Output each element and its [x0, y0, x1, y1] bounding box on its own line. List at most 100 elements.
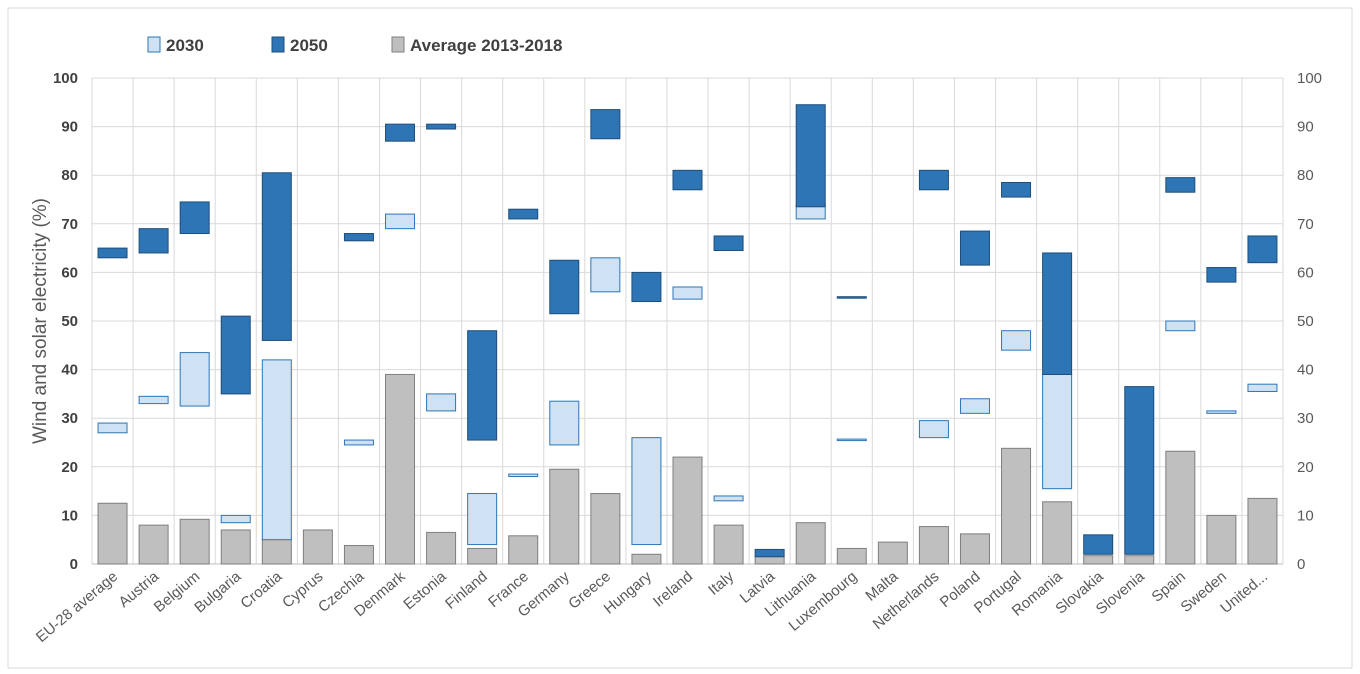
legend: 2030 2050 Average 2013-2018: [147, 36, 563, 55]
bar-average-bulgaria: [220, 529, 251, 565]
legend-swatch-average-2013-2018: [391, 36, 405, 53]
y-tick-label-left: 0: [70, 556, 78, 573]
y-tick-label-right: 70: [1297, 216, 1314, 233]
range-2030-portugal: [1001, 330, 1032, 351]
range-2050-latvia: [754, 548, 785, 558]
bar-average-hungary: [631, 553, 662, 565]
y-tick-label-left: 90: [61, 119, 78, 136]
y-tick-label-right: 50: [1297, 313, 1314, 330]
y-tick-label-right: 40: [1297, 362, 1314, 379]
range-2050-austria: [138, 228, 169, 254]
range-2030-belgium: [179, 352, 210, 407]
legend-label-2050: 2050: [290, 36, 328, 55]
range-2050-belgium: [179, 201, 210, 235]
range-2030-eu-28-average: [97, 422, 128, 434]
bar-average-denmark: [385, 373, 416, 565]
bar-average-sweden: [1206, 514, 1237, 565]
y-axis-left: 0 10 20 30 40 50 60 70 80 90 100: [53, 70, 78, 573]
bar-average-netherlands: [918, 526, 949, 565]
bar-average-slovenia: [1124, 555, 1155, 565]
range-2030-italy: [713, 495, 744, 502]
y-tick-label-left: 40: [61, 362, 78, 379]
y-tick-label-left: 60: [61, 264, 78, 281]
range-2030-austria: [138, 395, 169, 405]
y-tick-label-right: 10: [1297, 507, 1314, 524]
bar-average-finland: [467, 547, 498, 565]
range-2030-germany: [549, 400, 580, 446]
range-2050-germany: [549, 259, 580, 315]
bar-average-belgium: [179, 518, 210, 565]
range-2050-ireland: [672, 169, 703, 191]
bar-average-eu-28-average: [97, 502, 128, 565]
bar-average-portugal: [1001, 447, 1032, 565]
y-tick-label-left: 50: [61, 313, 78, 330]
y-tick-label-right: 0: [1297, 556, 1305, 573]
y-axis-title: Wind and solar electricity (%): [30, 198, 51, 444]
range-2050-denmark: [385, 123, 416, 142]
range-2050-finland: [467, 330, 498, 441]
bar-average-lithuania: [795, 522, 826, 565]
range-2050-romania: [1042, 252, 1073, 375]
range-2050-czechia: [343, 233, 374, 242]
chart-border: [7, 7, 1353, 669]
range-2030-estonia: [426, 393, 457, 412]
legend-swatch-2050: [271, 36, 285, 53]
y-tick-label-right: 60: [1297, 264, 1314, 281]
range-2050-bulgaria: [220, 315, 251, 395]
range-2050-luxembourg: [836, 296, 867, 299]
range-2050-portugal: [1001, 181, 1032, 198]
range-2050-estonia: [426, 123, 457, 130]
legend-swatch-2030: [147, 36, 161, 53]
range-2050-poland: [959, 230, 990, 266]
bar-average-spain: [1165, 450, 1196, 565]
range-2050-slovakia: [1083, 534, 1114, 555]
y-tick-label-left: 10: [61, 507, 78, 524]
range-2030-ireland: [672, 286, 703, 300]
range-2030-united: [1247, 383, 1278, 392]
range-2050-eu-28-average: [97, 247, 128, 259]
bar-average-slovakia: [1083, 555, 1114, 565]
bar-average-latvia: [754, 556, 785, 565]
bar-average-czechia: [343, 545, 374, 565]
bar-average-united: [1247, 497, 1278, 565]
y-tick-label-right: 20: [1297, 459, 1314, 476]
range-2030-hungary: [631, 437, 662, 546]
y-tick-label-left: 30: [61, 410, 78, 427]
y-tick-label-left: 80: [61, 167, 78, 184]
range-2050-greece: [590, 109, 621, 140]
bar-average-malta: [877, 541, 908, 565]
bar-average-croatia: [261, 538, 292, 565]
range-2030-netherlands: [918, 420, 949, 439]
bar-average-austria: [138, 524, 169, 565]
range-2030-france: [508, 473, 539, 478]
legend-label-2030: 2030: [166, 36, 204, 55]
range-2050-netherlands: [918, 169, 949, 191]
y-tick-label-left: 70: [61, 216, 78, 233]
range-2030-croatia: [261, 359, 292, 541]
bar-average-estonia: [426, 531, 457, 565]
bar-average-italy: [713, 524, 744, 565]
range-2050-slovenia: [1124, 386, 1155, 555]
y-tick-label-left: 20: [61, 459, 78, 476]
bar-average-greece: [590, 493, 621, 565]
legend-label-average-2013-2018: Average 2013-2018: [410, 36, 563, 55]
bar-average-luxembourg: [836, 547, 867, 565]
range-2030-czechia: [343, 439, 374, 446]
range-2030-finland: [467, 493, 498, 546]
range-2030-romania: [1042, 373, 1073, 490]
y-tick-label-right: 90: [1297, 119, 1314, 136]
range-2030-poland: [959, 398, 990, 414]
y-tick-label-right: 30: [1297, 410, 1314, 427]
bar-average-germany: [549, 468, 580, 565]
range-2030-denmark: [385, 213, 416, 230]
range-2050-hungary: [631, 271, 662, 303]
bar-average-cyprus: [302, 529, 333, 565]
range-2050-spain: [1165, 177, 1196, 193]
range-2050-united: [1247, 235, 1278, 264]
bar-average-france: [508, 535, 539, 565]
y-tick-label-right: 80: [1297, 167, 1314, 184]
range-2050-france: [508, 208, 539, 220]
range-2030-sweden: [1206, 410, 1237, 414]
